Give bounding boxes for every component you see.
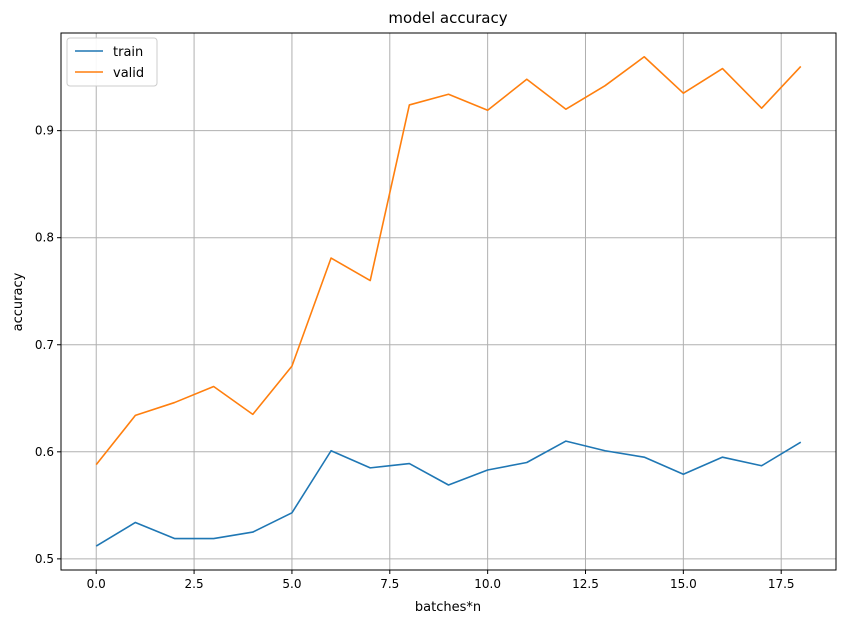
x-tick-label: 12.5	[572, 577, 599, 591]
y-tick-label: 0.7	[35, 338, 54, 352]
legend-label-train: train	[113, 45, 143, 60]
y-tick-label: 0.8	[35, 231, 54, 245]
chart-title: model accuracy	[388, 9, 507, 27]
legend-box	[66, 37, 158, 87]
x-tick-label: 2.5	[185, 577, 204, 591]
x-tick-label: 0.0	[87, 577, 106, 591]
x-tick-label: 10.0	[474, 577, 501, 591]
x-tick-label: 5.0	[282, 577, 301, 591]
x-tick-label: 17.5	[768, 577, 795, 591]
x-tick-label: 15.0	[670, 577, 697, 591]
grid-layer	[61, 33, 836, 570]
y-tick-label: 0.9	[35, 124, 54, 138]
tick-layer: 0.0 2.5 5.0 7.5 10.0 12.5 15.0 17.5 0.5 0.6 0.7 0.8…	[35, 124, 795, 591]
y-tick-label: 0.6	[35, 445, 54, 459]
x-tick-label: 7.5	[380, 577, 399, 591]
legend-label-valid: valid	[113, 66, 144, 81]
x-axis-title: batches*n	[415, 600, 481, 615]
series-layer	[95, 55, 802, 547]
y-axis-title: accuracy	[11, 272, 26, 331]
legend: train valid	[66, 37, 158, 87]
y-tick-label: 0.5	[35, 552, 54, 566]
plot-frame	[60, 32, 837, 571]
